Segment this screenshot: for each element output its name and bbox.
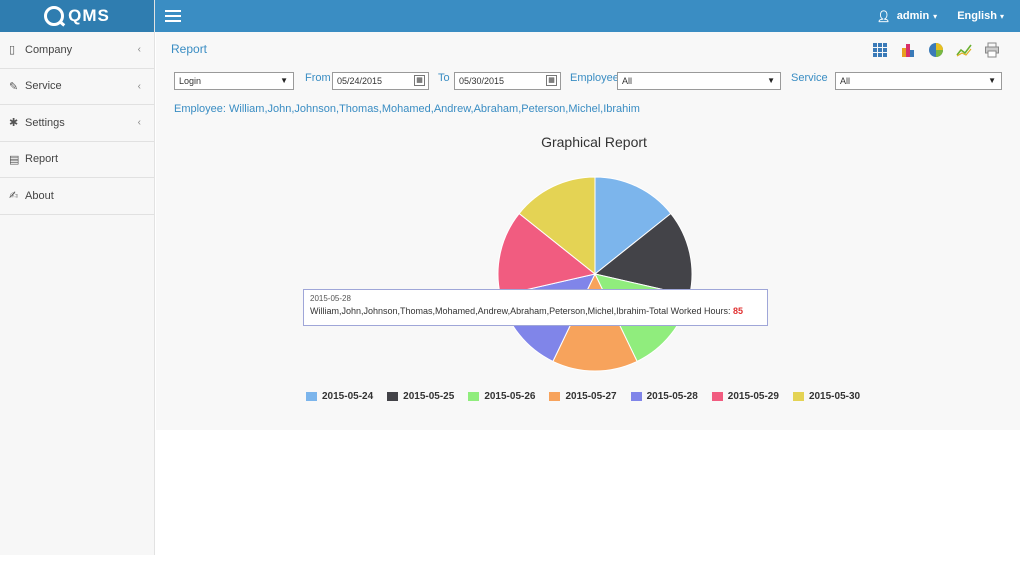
to-label: To <box>438 72 450 84</box>
calendar-icon[interactable]: ▦ <box>546 75 557 86</box>
legend-label: 2015-05-27 <box>565 391 617 402</box>
sidebar-item-label: Report <box>25 153 59 166</box>
report-type-select[interactable]: Login ▼ <box>174 72 294 90</box>
pie-chart <box>491 170 701 383</box>
legend-label: 2015-05-24 <box>322 391 374 402</box>
service-select[interactable]: All ▼ <box>835 72 1002 90</box>
service-label: Service <box>791 72 828 84</box>
language-menu[interactable]: English ▾ <box>957 10 1004 22</box>
service-value: All <box>840 76 851 86</box>
legend-label: 2015-05-29 <box>727 391 779 402</box>
user-name: admin <box>896 10 930 22</box>
chevron-left-icon: ‹ <box>137 80 141 92</box>
legend-swatch <box>630 392 642 401</box>
logo-icon <box>44 6 65 26</box>
page-title: Report <box>171 42 208 56</box>
tooltip-value: 85 <box>733 306 744 316</box>
employee-list-text: Employee: William,John,Johnson,Thomas,Mo… <box>174 103 640 115</box>
legend-item-2015-05-30[interactable]: 2015-05-30 <box>792 391 861 402</box>
chart-tooltip: 2015-05-28 William,John,Johnson,Thomas,M… <box>303 289 768 326</box>
user-icon: 👤︎ <box>876 10 891 23</box>
sidebar-item-company[interactable]: ▯ Company ‹ <box>0 32 154 69</box>
employee-label: Employee <box>570 72 619 84</box>
wrench-icon: ✎ <box>9 80 19 93</box>
grid-chart-icon[interactable] <box>870 40 890 60</box>
file-icon: ▤ <box>9 153 20 166</box>
sidebar-item-settings[interactable]: ✱ Settings ‹ <box>0 105 154 142</box>
sidebar: QMS ▯ Company ‹ ✎ Service ‹ ✱ Settings ‹… <box>0 0 155 555</box>
employee-value: All <box>622 76 633 86</box>
sidebar-item-service[interactable]: ✎ Service ‹ <box>0 69 154 105</box>
line-chart-icon[interactable] <box>954 40 974 60</box>
legend-item-2015-05-25[interactable]: 2015-05-25 <box>387 391 454 402</box>
user-menu[interactable]: 👤︎ admin ▾ <box>877 10 937 23</box>
gear-icon: ✱ <box>9 117 19 130</box>
sidebar-item-about[interactable]: ✍ About <box>0 178 154 215</box>
language-label: English <box>957 10 997 22</box>
legend-swatch <box>792 392 804 401</box>
legend-item-2015-05-29[interactable]: 2015-05-29 <box>711 391 779 402</box>
pie-chart-icon[interactable] <box>926 40 946 60</box>
employee-select[interactable]: All ▼ <box>617 72 781 90</box>
tablet-icon: ▯ <box>9 44 16 57</box>
chart-title: Graphical Report <box>541 134 647 150</box>
legend-item-2015-05-28[interactable]: 2015-05-28 <box>630 391 698 402</box>
sidebar-item-label: Service <box>25 80 62 93</box>
from-date-value: 05/24/2015 <box>337 76 383 86</box>
legend-swatch <box>468 392 480 401</box>
calendar-icon[interactable]: ▦ <box>414 75 425 86</box>
pie-slice-2015-05-30[interactable] <box>518 176 596 276</box>
to-date-value: 05/30/2015 <box>459 76 505 86</box>
filter-bar: Login ▼ From 05/24/2015 ▦ To 05/30/2015 … <box>174 72 1002 92</box>
legend-label: 2015-05-28 <box>646 391 698 402</box>
from-date-field[interactable]: 05/24/2015 ▦ <box>332 72 429 90</box>
bar-chart-icon[interactable] <box>898 40 918 60</box>
legend-item-2015-05-27[interactable]: 2015-05-27 <box>549 391 617 402</box>
print-icon[interactable] <box>982 40 1002 60</box>
legend-swatch <box>306 392 317 401</box>
main-content: Report <box>156 32 1020 430</box>
chart-toolbar <box>870 40 1002 60</box>
legend-swatch <box>387 392 399 401</box>
legend-label: 2015-05-30 <box>808 391 861 402</box>
tooltip-text: William,John,Johnson,Thomas,Mohamed,Andr… <box>310 306 731 316</box>
sidebar-item-label: Settings <box>25 116 65 129</box>
legend-label: 2015-05-26 <box>484 391 536 402</box>
brand-logo[interactable]: QMS <box>0 0 154 32</box>
report-type-value: Login <box>179 76 202 86</box>
legend-label: 2015-05-25 <box>403 391 455 402</box>
chevron-down-icon: ▼ <box>767 76 775 85</box>
to-date-field[interactable]: 05/30/2015 ▦ <box>454 72 561 90</box>
legend-item-2015-05-26[interactable]: 2015-05-26 <box>468 391 535 402</box>
pie-slice-2015-05-24[interactable] <box>594 176 672 276</box>
brand-name: QMS <box>68 6 110 25</box>
legend-item-2015-05-24[interactable]: 2015-05-24 <box>306 391 373 402</box>
chart-legend: 2015-05-24 2015-05-25 2015-05-26 2015-05-27… <box>306 391 860 402</box>
top-bar: 👤︎ admin ▾ English ▾ <box>155 0 1020 32</box>
chevron-left-icon: ‹ <box>137 44 141 56</box>
from-label: From <box>305 72 331 84</box>
tooltip-date: 2015-05-28 <box>310 294 351 303</box>
hamburger-menu-icon[interactable] <box>165 10 181 22</box>
chevron-down-icon: ▼ <box>280 76 288 85</box>
sidebar-item-label: About <box>25 189 54 202</box>
sidebar-item-label: Company <box>25 43 73 56</box>
chevron-down-icon: ▼ <box>988 76 996 85</box>
edit-icon: ✍ <box>9 190 19 203</box>
sidebar-item-report[interactable]: ▤ Report <box>0 142 154 178</box>
caret-down-icon: ▾ <box>999 12 1004 21</box>
legend-swatch <box>549 392 561 401</box>
caret-down-icon: ▾ <box>933 11 938 21</box>
chevron-left-icon: ‹ <box>137 117 141 129</box>
legend-swatch <box>711 392 723 401</box>
